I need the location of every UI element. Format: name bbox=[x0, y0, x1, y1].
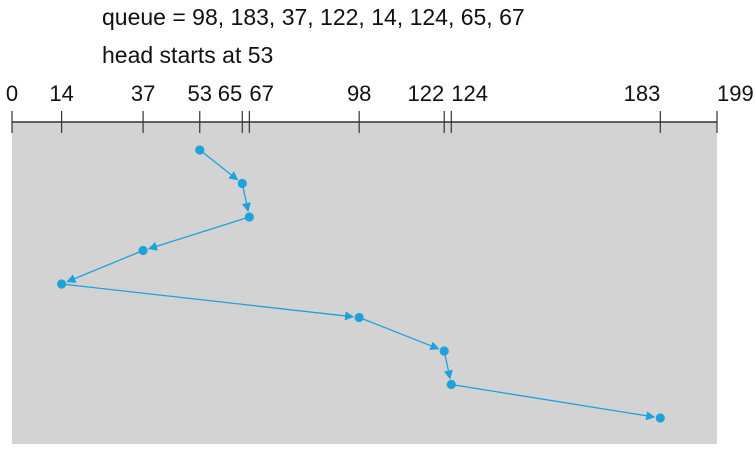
head-move-53-to-65 bbox=[199, 149, 239, 181]
head-move-14-to-98 bbox=[61, 283, 355, 321]
head-position-67 bbox=[244, 212, 254, 222]
axis-tick-label-67: 67 bbox=[249, 81, 273, 106]
head-position-98 bbox=[354, 312, 364, 323]
axis-tick-label-199: 199 bbox=[717, 81, 754, 106]
axis-tick-label-183: 183 bbox=[624, 81, 661, 106]
head-move-67-to-37 bbox=[147, 216, 250, 251]
axis-tick-label-124: 124 bbox=[451, 81, 488, 106]
head-move-65-to-67 bbox=[241, 183, 251, 213]
head-position-14 bbox=[56, 279, 67, 289]
queue-caption: queue = 98, 183, 37, 122, 14, 124, 65, 6… bbox=[102, 4, 525, 30]
axis-tick-label-53: 53 bbox=[188, 81, 212, 106]
head-position-53 bbox=[195, 145, 205, 155]
axis-tick-label-14: 14 bbox=[49, 81, 73, 106]
head-position-183 bbox=[655, 413, 665, 423]
head-move-124-to-183 bbox=[451, 383, 656, 421]
head-position-37 bbox=[138, 245, 148, 256]
track-panel bbox=[12, 122, 717, 444]
axis-tick-label-37: 37 bbox=[131, 81, 155, 106]
head-start-caption: head starts at 53 bbox=[102, 42, 274, 68]
head-move-37-to-14 bbox=[66, 249, 144, 283]
head-position-124 bbox=[446, 379, 456, 390]
axis-tick-label-65: 65 bbox=[218, 81, 242, 106]
axis-tick-label-0: 0 bbox=[6, 81, 18, 106]
axis-tick-label-122: 122 bbox=[407, 81, 444, 106]
head-position-122 bbox=[439, 346, 449, 356]
head-move-98-to-122 bbox=[358, 316, 440, 351]
axis-tick-label-98: 98 bbox=[347, 81, 371, 106]
head-position-65 bbox=[237, 178, 247, 189]
head-move-122-to-124 bbox=[443, 350, 453, 380]
